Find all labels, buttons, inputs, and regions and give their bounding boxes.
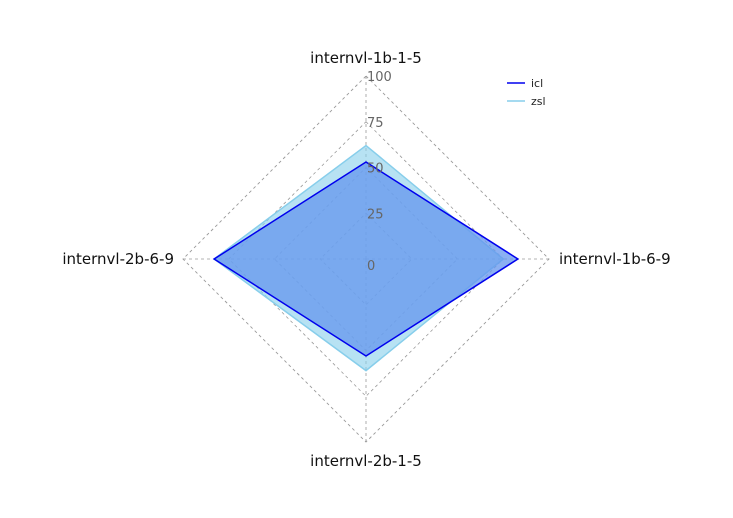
legend-label-zsl: zsl: [531, 95, 546, 108]
axis-labels: internvl-1b-1-5 internvl-1b-6-9 internvl-2…: [62, 49, 670, 470]
radar-series: [212, 144, 520, 372]
axis-label-0: internvl-1b-1-5: [310, 49, 422, 67]
axis-label-2: internvl-2b-1-5: [310, 452, 422, 470]
legend-label-icl: icl: [531, 77, 543, 90]
tick-label-25: 25: [367, 207, 384, 222]
axis-label-3: internvl-2b-6-9: [62, 250, 174, 268]
radial-tick-labels: 0 25 50 75 100: [367, 70, 392, 274]
tick-label-0: 0: [367, 259, 375, 274]
tick-label-50: 50: [367, 162, 384, 177]
tick-label-100: 100: [367, 70, 392, 85]
series-icl-polygon: [212, 161, 520, 357]
axis-label-1: internvl-1b-6-9: [559, 250, 671, 268]
legend-box: [500, 70, 560, 112]
legend: icl zsl: [500, 70, 560, 112]
tick-label-75: 75: [367, 116, 384, 131]
